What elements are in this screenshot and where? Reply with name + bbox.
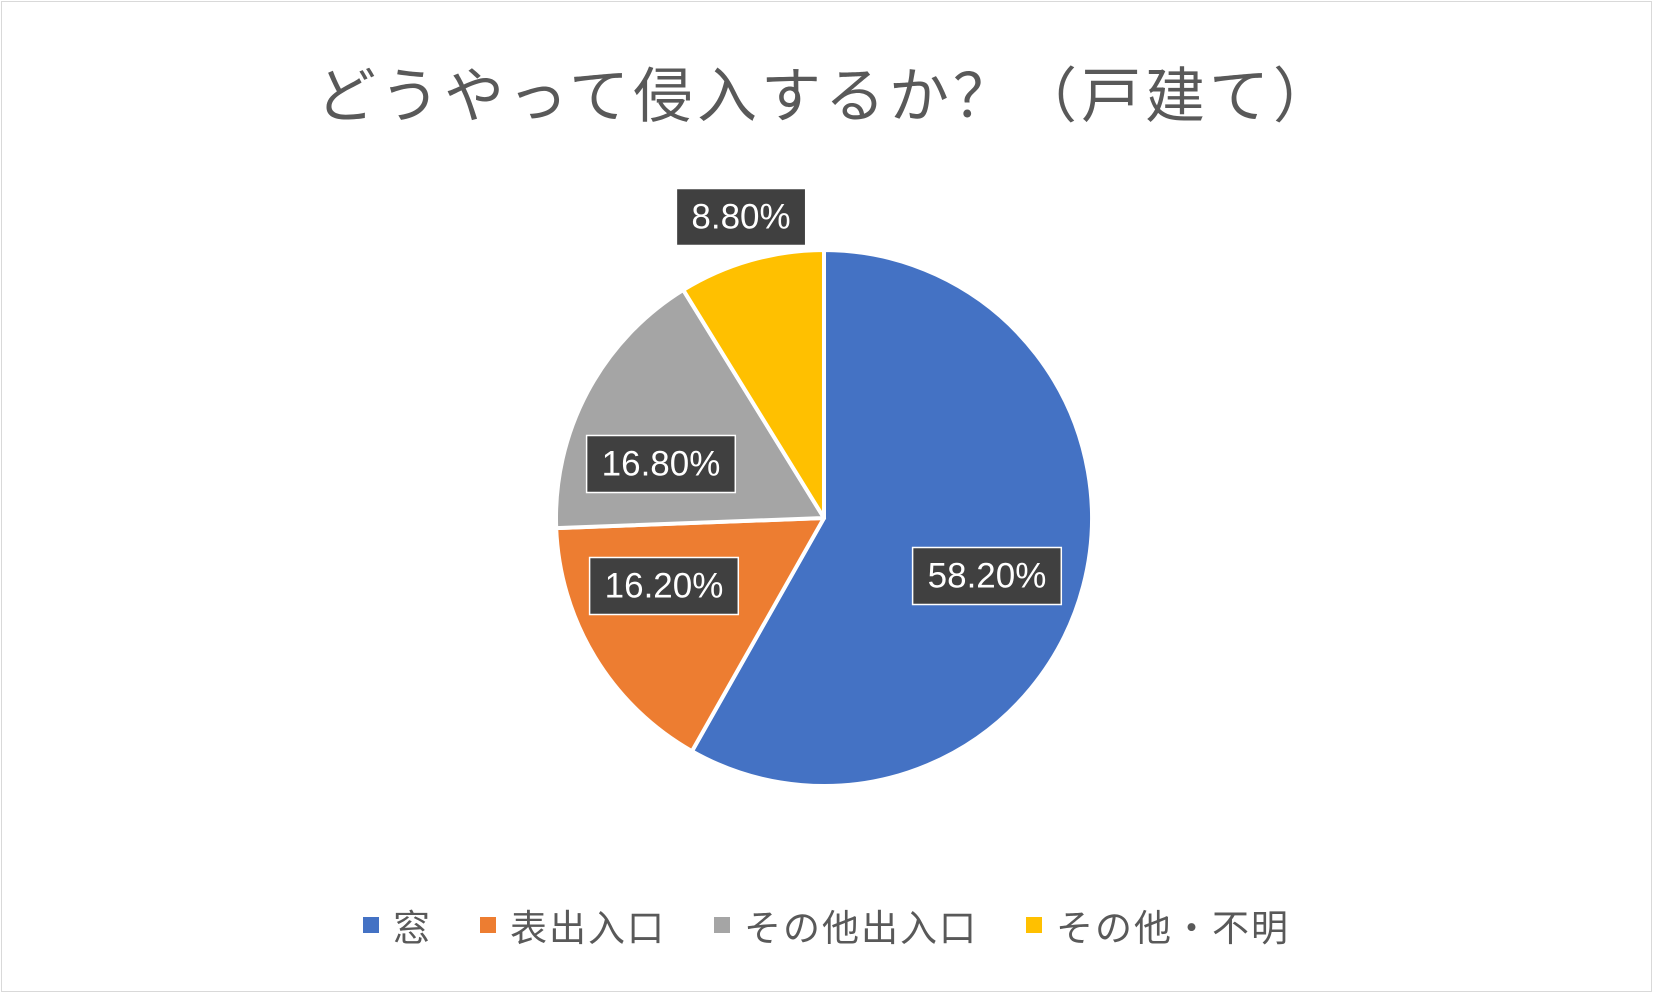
legend-label-other-unknown: その他・不明	[1056, 907, 1290, 950]
legend-item-other-unknown: その他・不明	[1026, 898, 1290, 952]
pie-slice-window	[689, 248, 1094, 788]
data-label-other-entrance: 16.80%	[585, 434, 737, 494]
data-label-other-entrance-text: 16.80%	[602, 445, 721, 484]
legend-swatch-other-entrance	[714, 917, 730, 933]
data-label-other-entrance-box	[585, 434, 737, 494]
legend: 窓 表出入口 その他出入口 その他・不明	[0, 895, 1653, 955]
legend-swatch-window	[363, 917, 379, 933]
data-label-other-unknown: 8.80%	[675, 187, 807, 247]
data-label-front-entrance: 16.20%	[588, 556, 740, 616]
data-label-front-entrance-box	[588, 556, 740, 616]
legend-label-window: 窓	[393, 907, 432, 950]
legend-item-front-entrance: 表出入口	[480, 898, 666, 952]
chart-title: どうやって侵入するか？（戸建て）	[316, 62, 1337, 132]
data-label-front-entrance-text: 16.20%	[605, 567, 724, 606]
legend-swatch-front-entrance	[480, 917, 496, 933]
legend-item-other-entrance: その他出入口	[714, 898, 978, 952]
pie-slice-other-unknown	[681, 248, 826, 520]
data-label-window: 58.20%	[911, 546, 1063, 606]
legend-label-other-entrance: その他出入口	[744, 907, 978, 950]
legend-swatch-other-unknown	[1026, 917, 1042, 933]
data-label-other-unknown-text: 8.80%	[691, 198, 790, 237]
pie-data-labels: 58.20% 16.20% 16.80% 8.80%	[585, 187, 1063, 616]
legend-label-front-entrance: 表出入口	[510, 907, 666, 950]
data-label-window-box	[911, 546, 1063, 606]
data-label-other-unknown-box	[675, 187, 807, 247]
data-label-window-text: 58.20%	[928, 557, 1047, 596]
pie-slices	[554, 248, 1094, 788]
legend-item-window: 窓	[363, 898, 432, 952]
